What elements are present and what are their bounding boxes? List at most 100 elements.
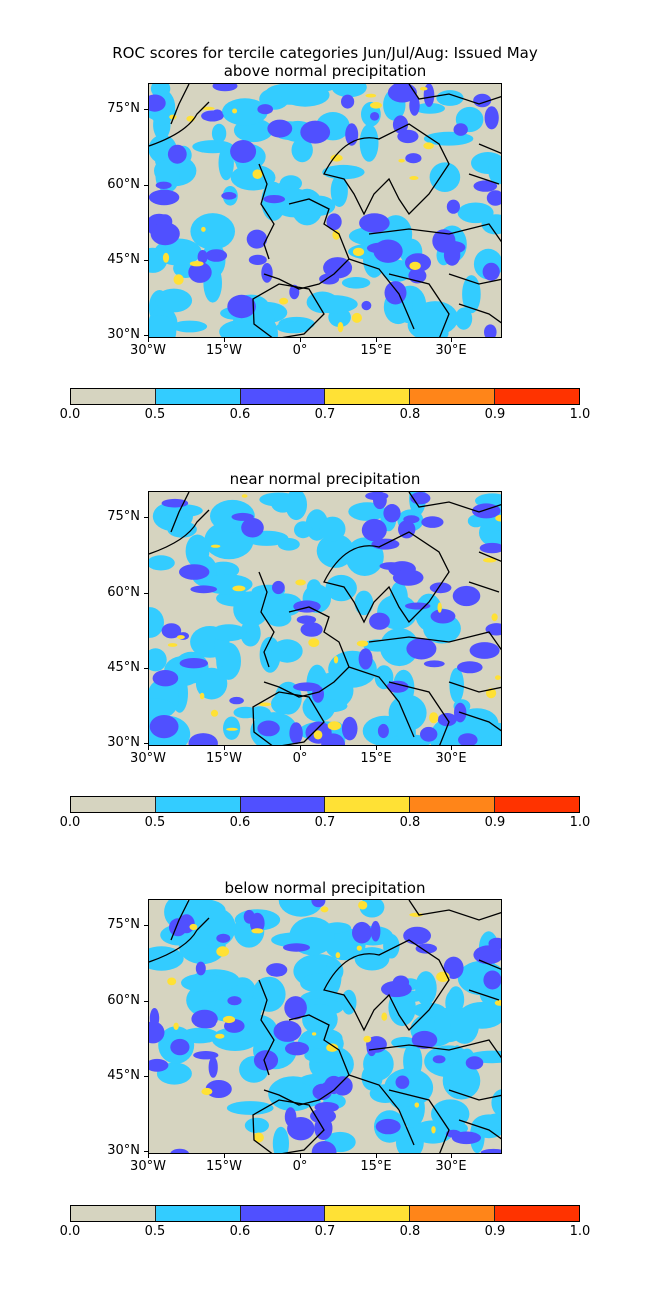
score-blob: [409, 176, 419, 180]
score-blob: [322, 1080, 351, 1090]
lon-tick: [376, 746, 377, 750]
score-blob: [486, 190, 501, 206]
score-blob: [445, 990, 461, 1016]
score-blob: [354, 590, 374, 616]
score-blob: [351, 312, 362, 323]
score-blob: [429, 162, 461, 192]
score-blob: [284, 996, 307, 1020]
score-blob: [370, 102, 382, 109]
score-blob: [373, 492, 387, 510]
lat-label: 60°N: [107, 177, 140, 192]
score-blob: [419, 86, 428, 91]
coastline: [252, 1099, 325, 1153]
score-blob: [308, 295, 358, 314]
colorbar-segment: [155, 389, 241, 404]
lat-label: 45°N: [107, 1068, 140, 1083]
lon-label: 15°E: [360, 343, 392, 358]
score-blob: [270, 492, 295, 513]
coastline: [448, 1089, 501, 1140]
score-blob: [320, 906, 329, 913]
score-blob: [149, 698, 176, 719]
score-blob: [304, 1048, 338, 1063]
score-blob: [457, 202, 494, 224]
score-blob: [415, 943, 437, 954]
lat-tick: [144, 1001, 148, 1002]
coastline: [368, 1039, 501, 1059]
score-blob: [252, 169, 263, 179]
score-blob: [149, 555, 175, 571]
lon-tick: [451, 1154, 452, 1158]
coastline: [258, 571, 275, 668]
score-blob: [170, 1148, 189, 1153]
score-blob: [296, 615, 317, 624]
score-blob: [384, 281, 407, 305]
score-blob: [363, 1047, 394, 1081]
score-blob: [445, 1129, 462, 1138]
lon-label: 0°: [292, 751, 308, 766]
lon-label: 30°E: [435, 1159, 467, 1174]
score-blob: [226, 1101, 274, 1115]
score-blob: [232, 585, 246, 592]
lon-tick: [376, 1154, 377, 1158]
score-blob: [484, 324, 497, 337]
coastline: [323, 531, 450, 624]
score-blob: [215, 1033, 225, 1039]
score-blob: [218, 145, 234, 181]
score-blob: [488, 156, 501, 185]
score-blob: [190, 585, 217, 594]
score-blob: [201, 106, 215, 110]
coastline: [468, 959, 501, 1001]
score-blob: [325, 574, 357, 602]
lon-label: 30°W: [130, 1159, 166, 1174]
score-blob: [407, 309, 451, 337]
score-blob: [392, 569, 424, 586]
lon-tick: [224, 746, 225, 750]
colorbar-label: 0.6: [229, 1224, 251, 1239]
score-blob: [211, 624, 247, 642]
score-blob: [326, 213, 342, 231]
score-blob: [446, 199, 460, 214]
score-blob: [167, 977, 177, 986]
colorbar-label: 0.7: [314, 407, 336, 422]
score-blob: [300, 120, 331, 144]
score-blob: [375, 1118, 401, 1135]
score-blob: [452, 585, 481, 607]
lat-label: 75°N: [107, 509, 140, 524]
score-blob: [462, 275, 481, 314]
score-blob: [189, 261, 204, 267]
score-blob: [437, 602, 442, 613]
colorbar-label: 0.9: [484, 1224, 506, 1239]
score-blob: [311, 699, 348, 713]
lon-label: 30°E: [435, 343, 467, 358]
score-blob: [319, 516, 346, 542]
score-blob: [311, 1141, 337, 1153]
score-blob: [253, 1132, 264, 1143]
lon-tick: [376, 338, 377, 342]
coastline: [149, 492, 210, 555]
score-blob: [226, 727, 238, 731]
lat-tick: [144, 185, 148, 186]
score-blob: [361, 518, 387, 542]
colorbar-label: 0.0: [59, 1224, 81, 1239]
colorbar-segment: [495, 797, 579, 812]
score-blob: [257, 720, 280, 737]
score-blob: [244, 1117, 269, 1134]
coastline: [252, 691, 325, 745]
coastline: [468, 551, 501, 593]
score-blob: [248, 254, 267, 265]
score-blob: [479, 542, 501, 554]
score-blob: [397, 719, 416, 745]
score-blob: [429, 718, 468, 745]
score-blob: [319, 273, 340, 285]
score-blob: [442, 1062, 481, 1100]
score-blob: [483, 970, 501, 990]
score-blob: [149, 1021, 165, 1044]
lon-tick: [300, 1154, 301, 1158]
panel-3-map: [148, 899, 502, 1154]
score-blob: [149, 715, 179, 739]
score-blob: [185, 534, 210, 568]
score-blob: [243, 909, 255, 924]
score-blob: [188, 733, 218, 745]
score-blob: [484, 106, 499, 130]
score-blob: [280, 84, 330, 107]
